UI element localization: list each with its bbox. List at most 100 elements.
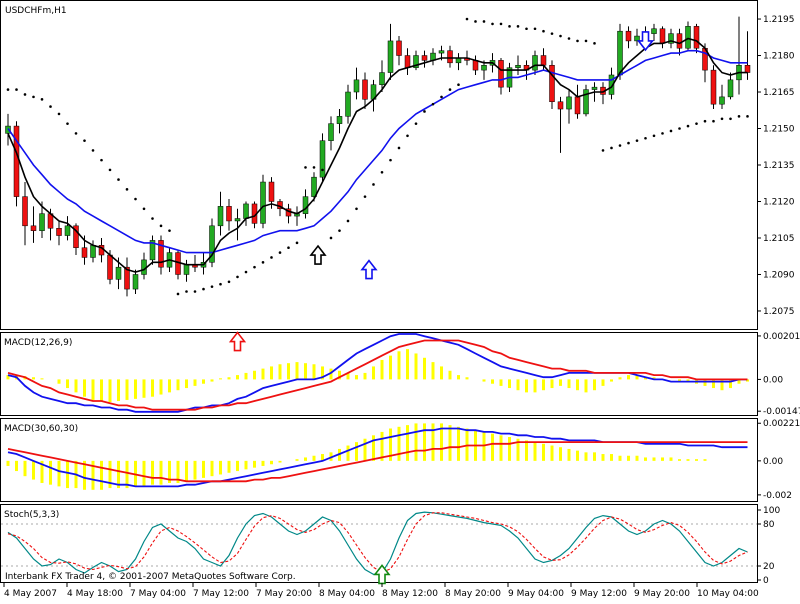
candle-bear xyxy=(540,55,547,66)
candle-bear xyxy=(362,79,368,100)
macd2-label: MACD(30,60,30) xyxy=(4,424,78,434)
candle-bull xyxy=(217,206,224,227)
sar-dot xyxy=(372,183,375,186)
macd2-panel-frame xyxy=(0,418,758,502)
sar-dot xyxy=(244,270,248,274)
candle-bull xyxy=(727,79,734,98)
sar-dot xyxy=(559,34,562,38)
macd1-tick-label: 0.00 xyxy=(763,375,783,385)
buy-signal-arrow-icon xyxy=(309,244,327,265)
sar-dot xyxy=(83,139,86,142)
candle-bull xyxy=(115,266,122,280)
sar-dot xyxy=(635,139,639,142)
sar-dot xyxy=(414,122,418,125)
stoch-tick-label: 80 xyxy=(763,520,775,530)
copyright-text: Interbank FX Trader 4, © 2001-2007 MetaQ… xyxy=(5,572,296,582)
sar-dot xyxy=(142,207,146,211)
candle-bull xyxy=(387,40,394,73)
stoch-signal-line xyxy=(7,512,748,573)
candle-bull xyxy=(481,65,487,71)
sar-dot xyxy=(338,229,341,232)
x-tick-label: 9 May 20:00 xyxy=(634,589,690,599)
sell-signal-arrow-icon xyxy=(636,31,655,52)
candle-bear xyxy=(659,28,666,44)
buy-signal-arrow-icon xyxy=(360,259,378,280)
sar-dot xyxy=(729,117,732,121)
candle-bull xyxy=(336,116,343,124)
sar-dot xyxy=(423,110,426,113)
sar-dot xyxy=(329,236,333,240)
candle-bear xyxy=(404,55,411,68)
sar-dot xyxy=(712,119,715,123)
candle-bull xyxy=(209,225,215,263)
candle-bear xyxy=(73,225,79,248)
candle-bull xyxy=(719,96,725,105)
sar-dot xyxy=(593,42,596,45)
sar-dot xyxy=(720,117,724,121)
sar-dot xyxy=(304,166,307,169)
ma-slow-line xyxy=(7,49,748,254)
x-tick-label: 8 May 20:00 xyxy=(445,589,501,599)
price-tick-label: 1.2180 xyxy=(763,52,795,62)
candle-bull xyxy=(617,30,623,76)
sar-dot xyxy=(652,134,656,138)
sar-dot xyxy=(474,20,477,23)
candle-bull xyxy=(90,245,96,258)
sar-dot xyxy=(346,219,350,223)
macd2-tick-label: 0.00 xyxy=(763,457,783,467)
candle-bear xyxy=(574,96,581,115)
candle-bull xyxy=(183,264,190,275)
candle-bear xyxy=(625,30,632,42)
sar-dot xyxy=(278,251,282,254)
x-tick-label: 7 May 20:00 xyxy=(256,589,312,599)
macd2-tick-label: 0.00221 xyxy=(763,419,800,429)
x-tick-label: 10 May 04:00 xyxy=(697,589,759,599)
price-tick-label: 1.2075 xyxy=(763,307,795,317)
candle-bear xyxy=(22,196,28,227)
candle-bear xyxy=(710,69,717,105)
sar-dot xyxy=(32,95,35,99)
stoch-tick-label: 100 xyxy=(763,506,780,516)
sar-dot xyxy=(270,256,273,259)
sar-dot xyxy=(678,127,681,130)
candle-bull xyxy=(64,225,71,236)
sar-dot xyxy=(40,98,44,101)
sar-dot xyxy=(406,134,409,138)
sar-dot xyxy=(210,285,214,288)
axis-labels-layer: 1.2195 1.2180 1.2165 1.2150 1.2135 1.2120 1.21… xyxy=(3,15,800,599)
sar-dot xyxy=(389,158,392,162)
candle-bull xyxy=(634,35,640,42)
candle-bear xyxy=(124,266,130,290)
macd2-series-layer xyxy=(6,423,748,490)
macd1-tick-label: -0.00147 xyxy=(763,407,800,417)
sar-dot xyxy=(227,280,231,284)
macd1-series-layer xyxy=(6,331,749,413)
ma-fast-line xyxy=(7,37,748,273)
macd1-label: MACD(12,26,9) xyxy=(4,338,72,348)
sar-dot xyxy=(627,141,630,145)
macd2-tick-label: -0.002 xyxy=(763,491,792,501)
x-tick-label: 7 May 04:00 xyxy=(130,589,186,599)
candle-bull xyxy=(591,86,598,90)
candle-bear xyxy=(30,225,37,231)
sar-dot xyxy=(380,170,384,174)
sar-dot xyxy=(508,25,511,28)
sar-dot xyxy=(576,39,579,43)
price-tick-label: 1.2120 xyxy=(763,197,795,207)
price-tick-label: 1.2135 xyxy=(763,161,795,171)
sar-dot xyxy=(737,115,741,118)
sar-dot xyxy=(295,241,299,245)
buy-signal-arrow-icon xyxy=(228,331,247,352)
candle-bull xyxy=(532,55,538,71)
x-tick-label: 7 May 12:00 xyxy=(193,589,249,599)
price-series-layer xyxy=(5,16,751,297)
candle-bear xyxy=(498,60,504,88)
sar-dot xyxy=(457,83,460,87)
x-tick-label: 4 May 2007 xyxy=(4,589,57,599)
macd2-signal-line xyxy=(7,441,748,483)
sar-dot xyxy=(363,195,367,198)
sar-dot xyxy=(542,29,545,33)
candle-bear xyxy=(549,65,555,102)
sar-dot xyxy=(168,229,171,232)
